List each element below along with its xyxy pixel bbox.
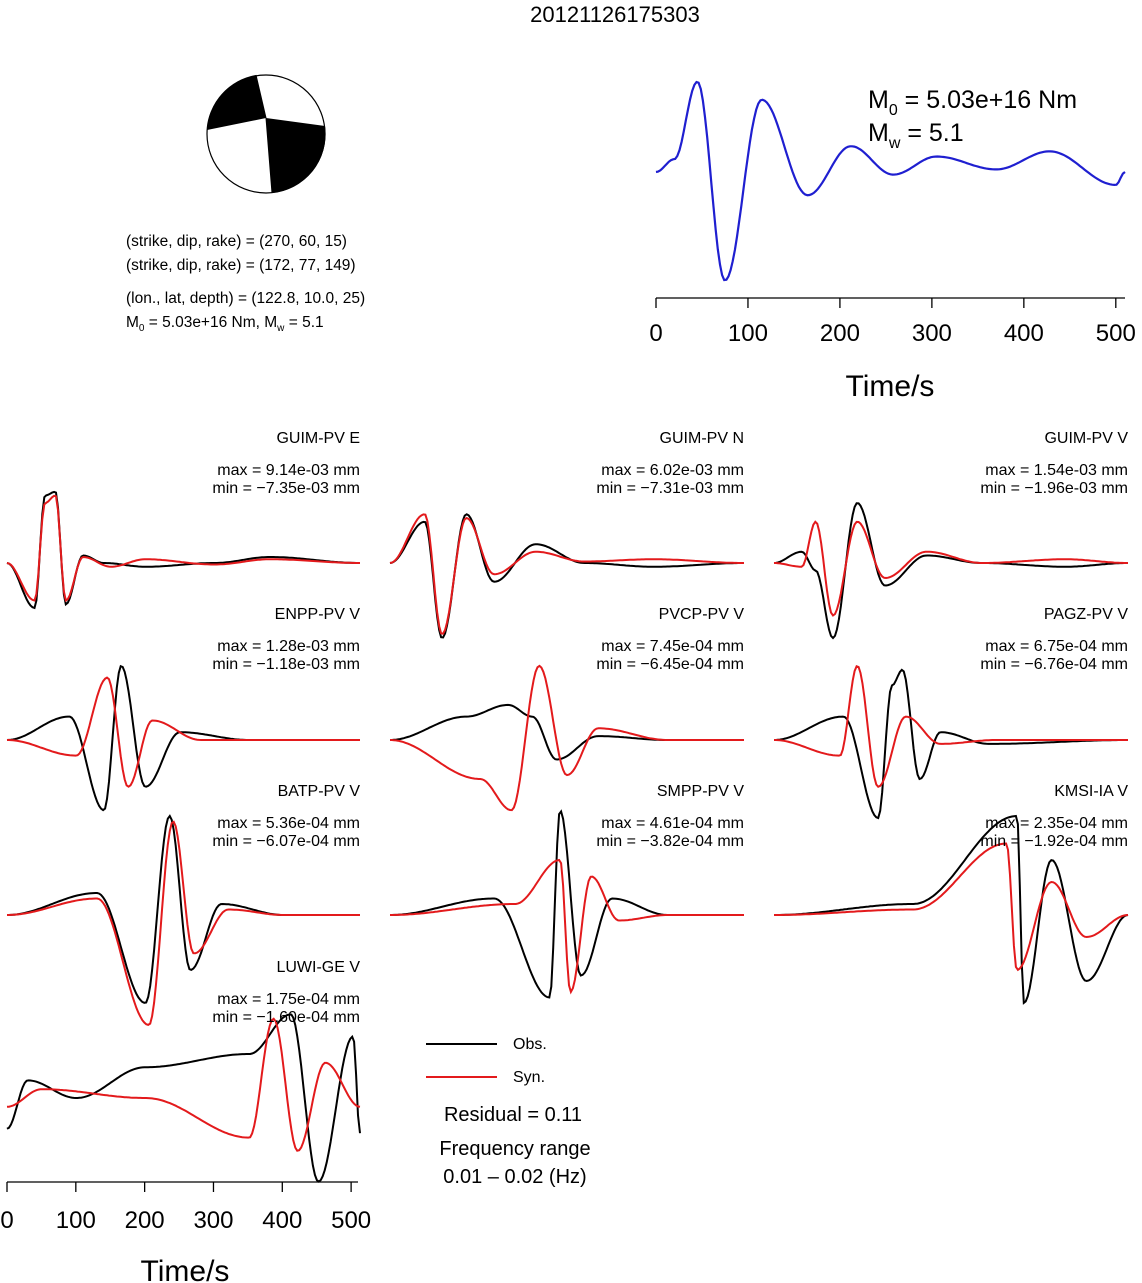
- stf-tick-label-200: 200: [820, 320, 860, 347]
- station-max-guim-pv-n: max = 6.02e-03 mm: [601, 462, 744, 479]
- syn-trace-guim-pv-v: [774, 520, 1128, 617]
- bottom-time-axis: 0 100 200 300 400 500 Time/s: [0, 1181, 371, 1283]
- frequency-range-label: Frequency range: [439, 1138, 590, 1160]
- source-time-function-panel: M0 = 5.03e+16 Nm Mw = 5.1 0 100 200 300 400 5…: [649, 80, 1136, 403]
- station-max-kmsi-ia-v: max = 2.35e-04 mm: [985, 815, 1128, 832]
- station-min-guim-pv-n: min = −7.31e-03 mm: [596, 480, 744, 497]
- stf-x-ticks: 0 100 200 300 400 500: [649, 298, 1136, 347]
- station-min-batp-pv-v: min = −6.07e-04 mm: [212, 833, 360, 850]
- station-label-batp-pv-v: BATP-PV V: [278, 783, 361, 800]
- station-min-guim-pv-e: min = −7.35e-03 mm: [212, 480, 360, 497]
- legend-obs-label: Obs.: [513, 1036, 547, 1053]
- station-max-luwi-ge-v: max = 1.75e-04 mm: [217, 991, 360, 1008]
- station-min-smpp-pv-v: min = −3.82e-04 mm: [596, 833, 744, 850]
- stf-tick-label-0: 0: [649, 320, 662, 347]
- station-label-pagz-pv-v: PAGZ-PV V: [1044, 606, 1128, 623]
- bottom-tick-label-100: 100: [56, 1207, 96, 1234]
- station-min-guim-pv-v: min = −1.96e-03 mm: [980, 480, 1128, 497]
- obs-trace-pvcp-pv-v: [390, 703, 744, 761]
- stf-tick-label-500: 500: [1096, 320, 1136, 347]
- station-min-pagz-pv-v: min = −6.76e-04 mm: [980, 656, 1128, 673]
- nodal-plane-2: (strike, dip, rake) = (172, 77, 149): [126, 257, 356, 274]
- station-min-pvcp-pv-v: min = −6.45e-04 mm: [596, 656, 744, 673]
- figure-title: 20121126175303: [530, 2, 700, 27]
- station-label-guim-pv-n: GUIM-PV N: [660, 430, 744, 447]
- station-min-luwi-ge-v: min = −1.60e-04 mm: [212, 1009, 360, 1026]
- station-label-enpp-pv-v: ENPP-PV V: [275, 606, 361, 623]
- obs-trace-guim-pv-e: [6, 490, 360, 610]
- syn-trace-pvcp-pv-v: [390, 664, 744, 812]
- bottom-tick-label-500: 500: [331, 1207, 371, 1234]
- station-max-guim-pv-v: max = 1.54e-03 mm: [985, 462, 1128, 479]
- nodal-plane-1: (strike, dip, rake) = (270, 60, 15): [126, 233, 347, 250]
- stf-tick-label-100: 100: [728, 320, 768, 347]
- syn-trace-guim-pv-n: [389, 513, 744, 635]
- station-max-enpp-pv-v: max = 1.28e-03 mm: [217, 638, 360, 655]
- obs-trace-guim-pv-v: [773, 502, 1128, 640]
- syn-trace-enpp-pv-v: [7, 676, 360, 788]
- station-label-guim-pv-e: GUIM-PV E: [276, 430, 360, 447]
- syn-trace-guim-pv-e: [6, 494, 360, 603]
- stf-curve: [655, 80, 1126, 282]
- station-label-luwi-ge-v: LUWI-GE V: [276, 959, 360, 976]
- bottom-tick-label-200: 200: [125, 1207, 165, 1234]
- station-label-guim-pv-v: GUIM-PV V: [1044, 430, 1128, 447]
- beachball-compressional-quadrant-nw: [207, 75, 266, 130]
- station-min-kmsi-ia-v: min = −1.92e-04 mm: [980, 833, 1128, 850]
- bottom-x-axis-label: Time/s: [141, 1255, 230, 1283]
- station-label-pvcp-pv-v: PVCP-PV V: [659, 606, 745, 623]
- station-max-batp-pv-v: max = 5.36e-04 mm: [217, 815, 360, 832]
- stf-tick-label-300: 300: [912, 320, 952, 347]
- station-max-pagz-pv-v: max = 6.75e-04 mm: [985, 638, 1128, 655]
- focal-mechanism-beachball: [206, 74, 326, 194]
- bottom-tick-label-300: 300: [193, 1207, 233, 1234]
- stf-x-axis-label: Time/s: [846, 370, 935, 403]
- syn-trace-smpp-pv-v: [390, 858, 744, 995]
- station-max-pvcp-pv-v: max = 7.45e-04 mm: [601, 638, 744, 655]
- residual-label: Residual = 0.11: [444, 1104, 582, 1126]
- syn-trace-batp-pv-v: [7, 820, 360, 1027]
- beachball-compressional-quadrant-se: [266, 118, 326, 193]
- station-label-smpp-pv-v: SMPP-PV V: [657, 783, 744, 800]
- legend-syn-label: Syn.: [513, 1069, 545, 1086]
- obs-trace-pagz-pv-v: [774, 668, 1128, 820]
- obs-trace-luwi-ge-v: [6, 1013, 361, 1183]
- obs-trace-kmsi-ia-v: [774, 814, 1129, 1005]
- frequency-range-value: 0.01 – 0.02 (Hz): [443, 1166, 586, 1188]
- station-label-kmsi-ia-v: KMSI-IA V: [1054, 783, 1128, 800]
- syn-trace-kmsi-ia-v: [774, 842, 1129, 972]
- station-max-smpp-pv-v: max = 4.61e-04 mm: [601, 815, 744, 832]
- bottom-tick-label-400: 400: [262, 1207, 302, 1234]
- legend: Obs. Syn. Residual = 0.11 Frequency rang…: [426, 1036, 591, 1188]
- moment-magnitude-summary: M0 = 5.03e+16 Nm, Mw = 5.1: [126, 314, 324, 334]
- stf-m0-label: M0 = 5.03e+16 Nm: [868, 86, 1077, 119]
- stf-mw-label: Mw = 5.1: [868, 119, 964, 152]
- syn-trace-luwi-ge-v: [6, 1017, 361, 1152]
- station-max-guim-pv-e: max = 9.14e-03 mm: [217, 462, 360, 479]
- syn-trace-pagz-pv-v: [774, 665, 1128, 789]
- stf-tick-label-400: 400: [1004, 320, 1044, 347]
- station-min-enpp-pv-v: min = −1.18e-03 mm: [212, 656, 360, 673]
- source-location: (lon., lat, depth) = (122.8, 10.0, 25): [126, 290, 365, 307]
- bottom-x-ticks: 0 100 200 300 400 500: [0, 1182, 371, 1234]
- bottom-tick-label-0: 0: [0, 1207, 13, 1234]
